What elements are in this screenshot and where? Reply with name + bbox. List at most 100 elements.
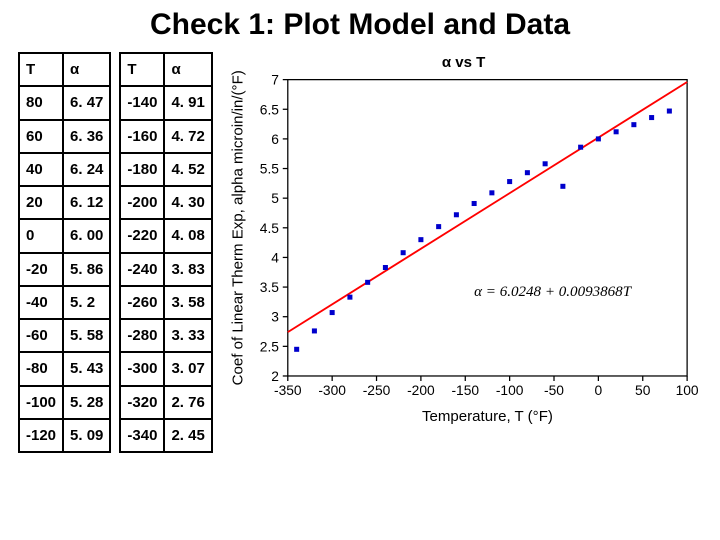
data-point (560, 184, 565, 189)
table-row: -805. 43 (19, 352, 110, 385)
data-point (347, 295, 352, 300)
chart-title: α vs T (442, 54, 486, 71)
slide-container: Check 1: Plot Model and Data Tα806. 4760… (0, 0, 720, 540)
table-row: -2603. 58 (120, 286, 211, 319)
chart-container: α vs T-350-300-250-200-150-100-500501002… (225, 52, 702, 453)
table-cell: -340 (120, 419, 164, 452)
y-tick-label: 3.5 (260, 279, 280, 295)
table-cell: 4. 52 (164, 153, 211, 186)
x-tick-label: -300 (318, 382, 346, 398)
table-cell: 60 (19, 120, 63, 153)
y-tick-label: 4.5 (260, 220, 280, 236)
data-point (525, 170, 530, 175)
table-cell: -100 (19, 386, 63, 419)
table-row: -605. 58 (19, 319, 110, 352)
data-point (329, 310, 334, 315)
data-point (454, 212, 459, 217)
table-row: -1804. 52 (120, 153, 211, 186)
table-cell: 5. 09 (63, 419, 110, 452)
table-cell: 3. 58 (164, 286, 211, 319)
x-tick-label: -350 (274, 382, 302, 398)
scatter-chart: α vs T-350-300-250-200-150-100-500501002… (225, 52, 702, 429)
table-row: -405. 2 (19, 286, 110, 319)
table-cell: -180 (120, 153, 164, 186)
table-cell: 3. 83 (164, 253, 211, 286)
x-tick-label: -200 (407, 382, 435, 398)
data-point (667, 109, 672, 114)
table-row: 606. 36 (19, 120, 110, 153)
table-cell: -300 (120, 352, 164, 385)
table-cell: 6. 24 (63, 153, 110, 186)
table-cell: -280 (120, 319, 164, 352)
table-cell: 5. 86 (63, 253, 110, 286)
y-tick-label: 4 (271, 249, 279, 265)
table-cell: -160 (120, 120, 164, 153)
x-tick-label: -250 (363, 382, 391, 398)
table-cell: 6. 00 (63, 219, 110, 252)
data-point (418, 237, 423, 242)
table-row: -3402. 45 (120, 419, 211, 452)
table-cell: 2. 76 (164, 386, 211, 419)
table-row: 806. 47 (19, 86, 110, 119)
table-cell: 4. 91 (164, 86, 211, 119)
table-row: -1404. 91 (120, 86, 211, 119)
data-table-1: Tα806. 47606. 36406. 24206. 1206. 00-205… (18, 52, 111, 453)
data-point (436, 224, 441, 229)
table-row: -2004. 30 (120, 186, 211, 219)
table-row: -2403. 83 (120, 253, 211, 286)
data-point (400, 250, 405, 255)
table-row: -1604. 72 (120, 120, 211, 153)
data-point (631, 122, 636, 127)
table-row: 06. 00 (19, 219, 110, 252)
data-point (489, 190, 494, 195)
table-row: -2204. 08 (120, 219, 211, 252)
table-row: -205. 86 (19, 253, 110, 286)
table-cell: 5. 2 (63, 286, 110, 319)
y-tick-label: 6 (271, 131, 279, 147)
content-row: Tα806. 47606. 36406. 24206. 1206. 00-205… (18, 52, 702, 453)
table-cell: 6. 47 (63, 86, 110, 119)
table-cell: 0 (19, 219, 63, 252)
table-cell: -200 (120, 186, 164, 219)
data-point (596, 136, 601, 141)
data-point (542, 161, 547, 166)
y-tick-label: 5.5 (260, 161, 280, 177)
y-axis-label: Coef of Linear Therm Exp, alpha microin/… (229, 70, 246, 385)
y-tick-label: 6.5 (260, 101, 280, 117)
data-point (365, 280, 370, 285)
table-cell: 40 (19, 153, 63, 186)
equation-text: α = 6.0248 + 0.0093868T (474, 284, 633, 300)
data-point (613, 129, 618, 134)
table-cell: 4. 08 (164, 219, 211, 252)
table-cell: 20 (19, 186, 63, 219)
table-cell: 80 (19, 86, 63, 119)
table-header-cell: T (19, 53, 63, 86)
table-cell: -120 (19, 419, 63, 452)
table-cell: -80 (19, 352, 63, 385)
data-point (471, 201, 476, 206)
table-cell: 2. 45 (164, 419, 211, 452)
table-cell: -260 (120, 286, 164, 319)
x-tick-label: 50 (635, 382, 651, 398)
table-cell: 4. 72 (164, 120, 211, 153)
data-point (649, 115, 654, 120)
table-cell: 3. 33 (164, 319, 211, 352)
data-point (578, 145, 583, 150)
page-title: Check 1: Plot Model and Data (18, 8, 702, 42)
table-cell: -60 (19, 319, 63, 352)
table-cell: -240 (120, 253, 164, 286)
y-tick-label: 5 (271, 190, 279, 206)
table-header-cell: α (63, 53, 110, 86)
table-header-cell: T (120, 53, 164, 86)
table-cell: -20 (19, 253, 63, 286)
data-point (507, 179, 512, 184)
table-cell: -220 (120, 219, 164, 252)
x-tick-label: -50 (544, 382, 564, 398)
table-row: -1005. 28 (19, 386, 110, 419)
table-cell: -40 (19, 286, 63, 319)
data-point (294, 347, 299, 352)
table-cell: 4. 30 (164, 186, 211, 219)
data-point (383, 265, 388, 270)
tables-container: Tα806. 47606. 36406. 24206. 1206. 00-205… (18, 52, 213, 453)
table-row: -2803. 33 (120, 319, 211, 352)
